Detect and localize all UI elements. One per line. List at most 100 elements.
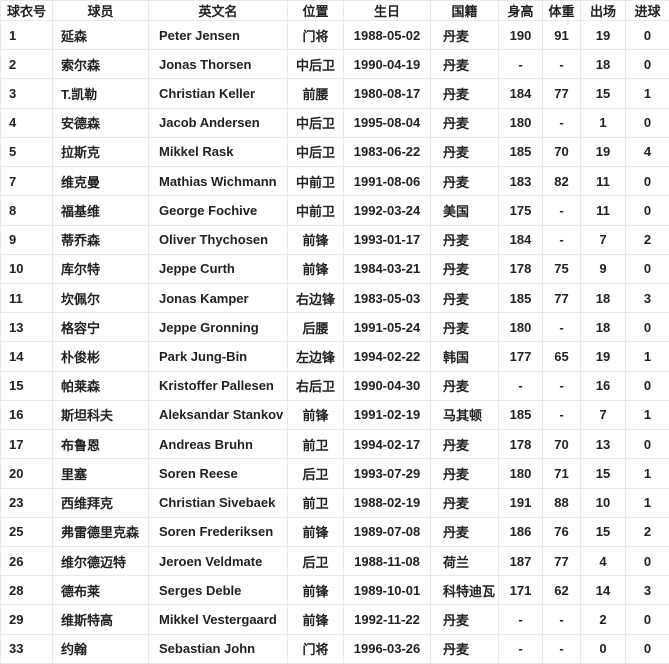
table-row: 3 T.凯勒 Christian Keller 前腰 1980-08-17 丹麦… [0,78,669,109]
cell-jersey: 7 [0,166,53,197]
cell-nation: 丹麦 [430,166,499,197]
cell-nation: 丹麦 [430,516,499,547]
table-row: 20 里塞 Soren Reese 后卫 1993-07-29 丹麦 180 7… [0,458,669,489]
cell-en-name: Jacob Andersen [148,107,288,138]
cell-weight: 82 [542,166,581,197]
cell-apps: 19 [580,136,626,168]
table-body: 1 延森 Peter Jensen 门将 1988-05-02 丹麦 190 9… [0,19,669,664]
cell-nation: 丹麦 [430,282,499,314]
cell-en-name: Soren Frederiksen [148,516,288,547]
cell-birthday: 1990-04-30 [343,370,431,401]
cell-birthday: 1983-05-03 [343,282,431,314]
cell-apps: 11 [580,195,626,226]
cell-weight: 71 [542,458,581,489]
cell-apps: 19 [580,19,626,51]
cell-jersey: 23 [0,487,53,518]
cell-position: 中前卫 [287,166,344,197]
cell-en-name: Kristoffer Pallesen [148,370,288,401]
cell-position: 门将 [287,633,344,664]
table-row: 1 延森 Peter Jensen 门将 1988-05-02 丹麦 190 9… [0,19,669,51]
cell-goals: 0 [625,49,669,80]
cell-weight: 75 [542,253,581,284]
cell-jersey: 14 [0,341,53,372]
cell-player: 蒂乔森 [52,224,149,255]
cell-birthday: 1991-05-24 [343,312,431,343]
column-header-nation: 国籍 [430,0,499,21]
cell-nation: 科特迪瓦 [430,575,499,606]
cell-height: 177 [498,341,543,372]
cell-jersey: 33 [0,633,53,664]
cell-goals: 1 [625,78,669,109]
cell-jersey: 25 [0,516,53,547]
cell-position: 后卫 [287,458,344,489]
table-row: 17 布鲁恩 Andreas Bruhn 前卫 1994-02-17 丹麦 17… [0,429,669,460]
cell-nation: 荷兰 [430,545,499,577]
table-row: 28 德布莱 Serges Deble 前锋 1989-10-01 科特迪瓦 1… [0,575,669,606]
cell-apps: 13 [580,429,626,460]
table-row: 4 安德森 Jacob Andersen 中后卫 1995-08-04 丹麦 1… [0,107,669,138]
cell-player: 约翰 [52,633,149,664]
cell-en-name: Mikkel Rask [148,136,288,168]
cell-apps: 0 [580,633,626,664]
cell-nation: 丹麦 [430,370,499,401]
cell-goals: 0 [625,312,669,343]
cell-height: 191 [498,487,543,518]
cell-birthday: 1994-02-22 [343,341,431,372]
cell-height: 185 [498,136,543,168]
cell-position: 右边锋 [287,282,344,314]
cell-apps: 4 [580,545,626,577]
cell-height: 186 [498,516,543,547]
cell-goals: 0 [625,166,669,197]
cell-nation: 丹麦 [430,312,499,343]
cell-height: - [498,49,543,80]
cell-position: 后腰 [287,312,344,343]
cell-weight: 88 [542,487,581,518]
cell-position: 中前卫 [287,195,344,226]
cell-apps: 14 [580,575,626,606]
cell-jersey: 15 [0,370,53,401]
cell-apps: 7 [580,224,626,255]
cell-weight: - [542,399,581,431]
cell-player: T.凯勒 [52,78,149,109]
cell-player: 弗雷德里克森 [52,516,149,547]
cell-player: 里塞 [52,458,149,489]
cell-height: 185 [498,399,543,431]
cell-position: 前腰 [287,78,344,109]
cell-height: 178 [498,429,543,460]
cell-height: 180 [498,312,543,343]
cell-birthday: 1993-07-29 [343,458,431,489]
cell-player: 帕莱森 [52,370,149,401]
cell-nation: 丹麦 [430,458,499,489]
cell-en-name: Jonas Kamper [148,282,288,314]
cell-jersey: 11 [0,282,53,314]
cell-en-name: Christian Sivebaek [148,487,288,518]
cell-birthday: 1993-01-17 [343,224,431,255]
cell-player: 格容宁 [52,312,149,343]
table-row: 10 库尔特 Jeppe Curth 前锋 1984-03-21 丹麦 178 … [0,253,669,284]
cell-en-name: Jonas Thorsen [148,49,288,80]
column-header-player: 球员 [52,0,149,21]
cell-position: 前锋 [287,399,344,431]
cell-goals: 3 [625,282,669,314]
cell-weight: - [542,604,581,635]
cell-nation: 美国 [430,195,499,226]
cell-en-name: Park Jung-Bin [148,341,288,372]
cell-height: - [498,604,543,635]
cell-player: 库尔特 [52,253,149,284]
cell-en-name: Jeppe Gronning [148,312,288,343]
cell-position: 前锋 [287,224,344,255]
cell-player: 安德森 [52,107,149,138]
cell-apps: 10 [580,487,626,518]
table-row: 26 维尔德迈特 Jeroen Veldmate 后卫 1988-11-08 荷… [0,545,669,577]
cell-nation: 丹麦 [430,78,499,109]
cell-height: 187 [498,545,543,577]
cell-apps: 1 [580,107,626,138]
cell-nation: 丹麦 [430,633,499,664]
cell-goals: 0 [625,107,669,138]
column-header-weight: 体重 [542,0,581,21]
cell-height: 185 [498,282,543,314]
cell-height: 183 [498,166,543,197]
cell-birthday: 1992-03-24 [343,195,431,226]
table-row: 14 朴俊彬 Park Jung-Bin 左边锋 1994-02-22 韩国 1… [0,341,669,372]
cell-weight: 65 [542,341,581,372]
